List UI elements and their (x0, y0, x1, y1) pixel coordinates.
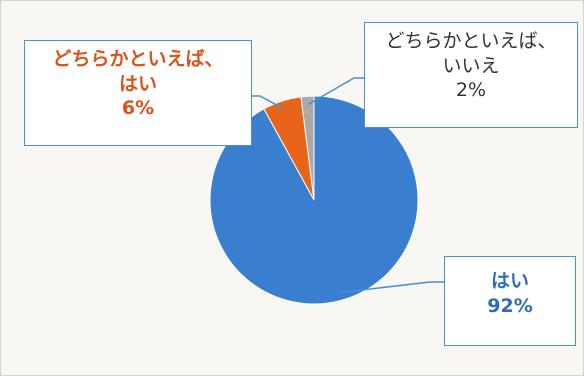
leader-line-somewhat-yes (252, 95, 285, 110)
label-somewhat-yes-value: 6% (121, 97, 155, 120)
leader-line-somewhat-no (307, 77, 364, 106)
label-somewhat-yes-line1: どちらかといえば、 (52, 48, 224, 70)
label-somewhat-no: どちらかといえば、 いいえ 2% (364, 22, 578, 128)
pie-slice-somewhat-no (300, 95, 315, 201)
label-somewhat-no-line2: いいえ (442, 54, 500, 77)
leader-line-yes (337, 281, 444, 294)
label-yes: はい 92% (444, 256, 576, 346)
label-somewhat-yes-line2: はい (118, 72, 157, 95)
label-somewhat-no-value: 2% (455, 79, 487, 102)
label-yes-text: はい (490, 270, 529, 292)
label-yes-value: 92% (487, 294, 533, 317)
label-somewhat-yes: どちらかといえば、 はい 6% (24, 40, 252, 146)
label-somewhat-no-line1: どちらかといえば、 (385, 30, 557, 52)
